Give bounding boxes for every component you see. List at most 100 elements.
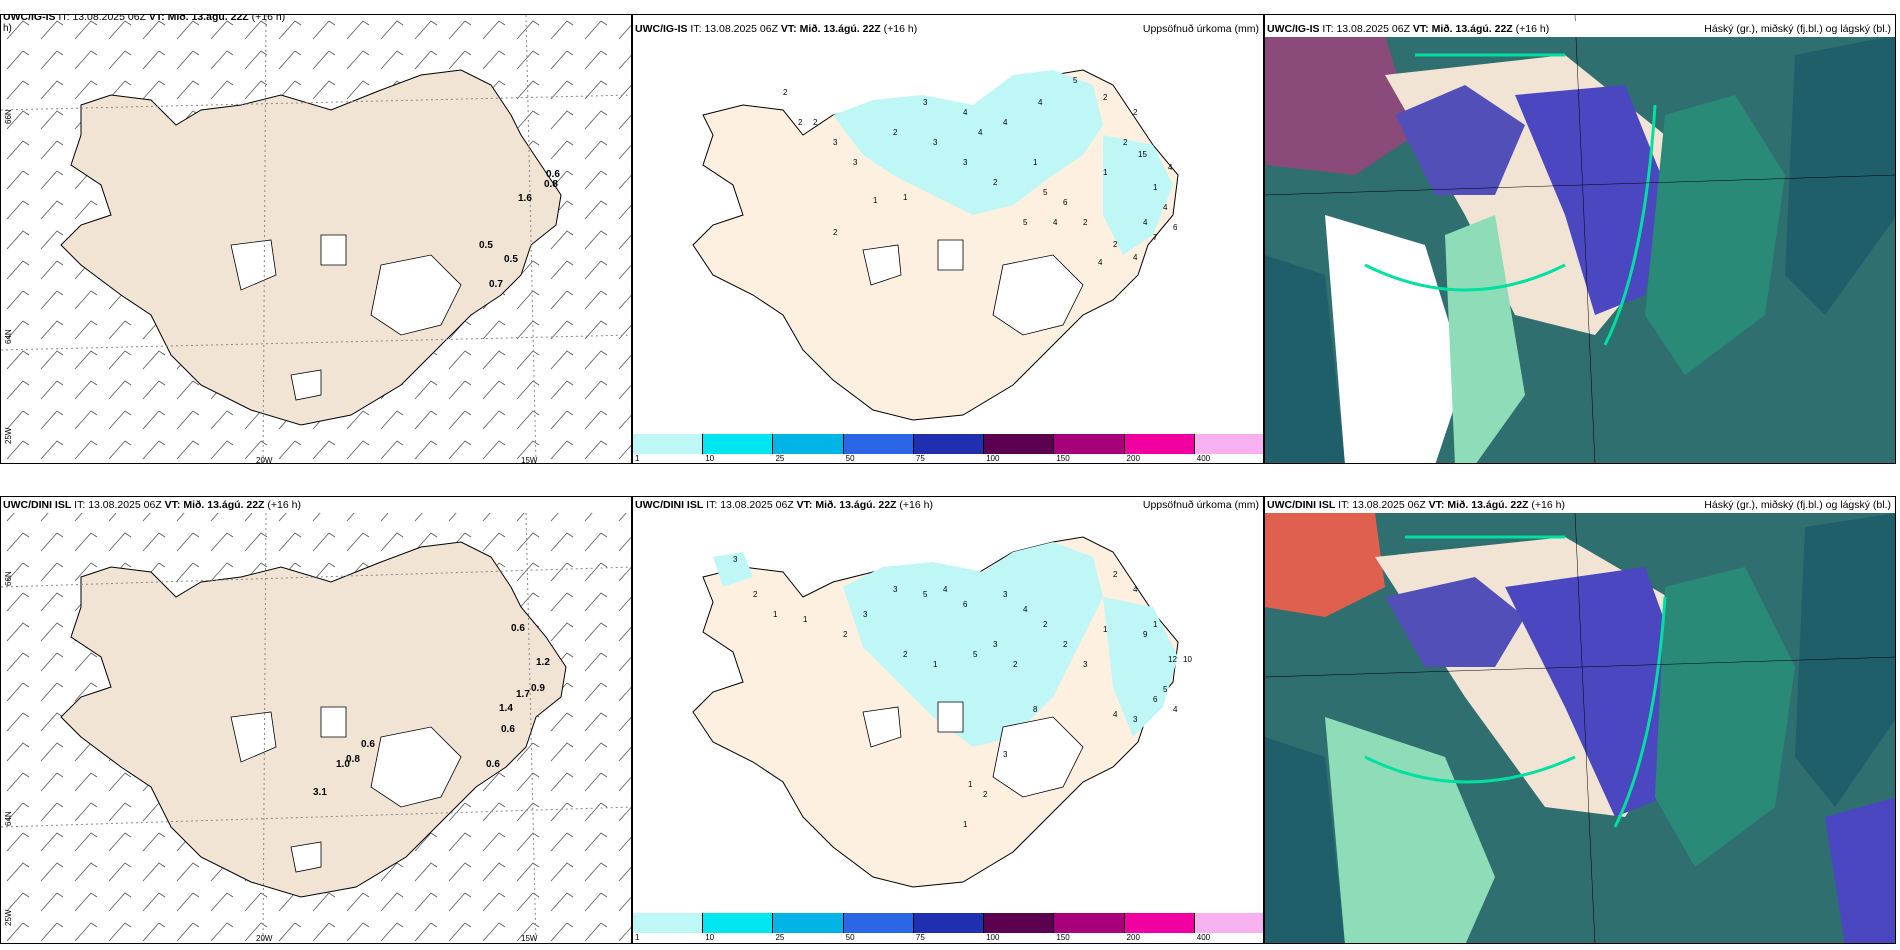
colorbar-segment <box>913 913 985 933</box>
precip-number: 3 <box>733 555 738 564</box>
precip-number: 2 <box>783 88 788 97</box>
precip-number: 4 <box>1023 605 1028 614</box>
panel-header: UWC/IG-IS IT: 13.08.2025 06Z VT: Mið. 13… <box>635 23 1259 35</box>
colorbar-tick: 400 <box>1196 454 1211 463</box>
precip-number: 3 <box>1003 590 1008 599</box>
glacier <box>290 369 322 401</box>
lon-label: 15W <box>521 934 538 943</box>
wind-map: 66N 64N 25W 20W 15W 0.6 1.2 1.7 0.9 1.4 … <box>1 512 631 943</box>
precip-number: 2 <box>1113 570 1118 579</box>
precip-number: 4 <box>1038 98 1043 107</box>
glacier <box>992 254 1084 336</box>
precip-number: 2 <box>983 790 988 799</box>
precip-number: 2 <box>833 228 838 237</box>
precip-number: 3 <box>833 138 838 147</box>
wind-value: 0.6 <box>511 623 525 634</box>
precip-number: 4 <box>1133 253 1138 262</box>
colorbar-tick: 200 <box>1126 933 1140 942</box>
colorbar-tick: 150 <box>1056 933 1070 942</box>
precip-number: 2 <box>893 128 898 137</box>
wind-value: 0.6 <box>361 739 375 750</box>
precip-number: 3 <box>933 138 938 147</box>
lat-label: 66N <box>4 571 13 586</box>
colorbar-tick: 10 <box>705 454 715 463</box>
precip-number: 1 <box>1033 158 1038 167</box>
precip-numbers: 5 2 3 4 4 4 2 3 3 2 1 4 3 3 2 5 1 5 6 4 … <box>783 76 1178 267</box>
colorbar-segment <box>773 913 844 933</box>
precip-number: 6 <box>963 600 968 609</box>
wind-value: 1.6 <box>518 193 532 204</box>
precip-number: 6 <box>1063 198 1068 207</box>
wind-value: 0.7 <box>489 279 503 290</box>
wind-value: 3.1 <box>313 787 327 798</box>
colorbar-tick: 50 <box>845 933 855 942</box>
precip-number: 1 <box>773 610 778 619</box>
colorbar-segment <box>1124 434 1195 454</box>
precip-number: 15 <box>1138 150 1147 159</box>
precip-area <box>833 70 1103 215</box>
glacier <box>320 234 347 266</box>
precip-number: 1 <box>903 193 908 202</box>
glacier <box>370 254 462 336</box>
colorbar-segment <box>984 913 1055 933</box>
precip-number: 9 <box>1143 630 1148 639</box>
precip-number: 6 <box>1153 695 1158 704</box>
colorbar-segment <box>703 434 774 454</box>
precip-number: 1 <box>963 820 968 829</box>
precip-number: 3 <box>1003 750 1008 759</box>
colorbar-segment <box>1124 913 1195 933</box>
wind-value: 1.0 <box>336 759 350 770</box>
wind-values: 0.6 0.8 1.6 0.5 0.5 0.7 <box>479 169 560 290</box>
iceland-land <box>60 541 567 898</box>
precip-number: 2 <box>903 650 908 659</box>
precip-number: 2 <box>798 118 803 127</box>
colorbar-segment <box>913 434 985 454</box>
precip-number: 3 <box>923 98 928 107</box>
precip-number: 10 <box>1183 655 1192 664</box>
precip-number: 1 <box>803 615 808 624</box>
lon-label: 25W <box>4 909 13 926</box>
glacier <box>230 239 277 291</box>
precip-number: 1 <box>873 196 878 205</box>
colorbar-segment <box>1054 913 1125 933</box>
precip-number: 2 <box>993 178 998 187</box>
precip-numbers: 3 2 1 1 2 3 3 5 4 6 3 4 2 2 1 5 3 2 2 3 … <box>733 555 1192 829</box>
precip-colorbar: 1 10 25 50 75 100 150 200 400 <box>633 434 1263 463</box>
precip-number: 1 <box>933 660 938 669</box>
precip-number: 4 <box>1133 585 1138 594</box>
glacier <box>937 701 964 733</box>
glacier <box>937 239 964 271</box>
wind-value: 0.9 <box>531 683 545 694</box>
precip-number: 2 <box>813 118 818 127</box>
wind-values: 0.6 1.2 1.7 0.9 1.4 0.6 0.6 0.6 0.8 1.0 … <box>313 623 550 798</box>
panel-header: UWC/DINI ISL IT: 13.08.2025 06Z VT: Mið.… <box>1265 497 1895 513</box>
lat-label: 64N <box>4 329 13 344</box>
wind-value: 1.4 <box>499 703 513 714</box>
colorbar-tick: 200 <box>1126 454 1140 463</box>
precip-number: 3 <box>893 585 898 594</box>
colorbar-segment <box>1054 434 1125 454</box>
iceland-land <box>60 69 562 426</box>
precip-number: 4 <box>1173 705 1178 714</box>
colorbar-tick: 10 <box>705 933 715 942</box>
colorbar-tick: 25 <box>775 454 785 463</box>
colorbar-segment <box>984 434 1055 454</box>
colorbar-tick: 75 <box>915 454 925 463</box>
precip-number: 2 <box>1103 93 1108 102</box>
precip-number: 5 <box>1073 76 1078 85</box>
panel-precip-dini: UWC/DINI ISL IT: 13.08.2025 06Z VT: Mið.… <box>632 496 1264 944</box>
wind-value: 0.8 <box>346 754 360 765</box>
colorbar-segment <box>843 913 914 933</box>
colorbar-segment <box>703 913 774 933</box>
lon-label: 20W <box>256 934 273 943</box>
precip-number: 2 <box>1133 108 1138 117</box>
colorbar-tick: 1 <box>635 933 640 942</box>
precip-number: 4 <box>978 128 983 137</box>
colorbar-tick: 100 <box>986 933 1000 942</box>
precip-number: 1 <box>1153 620 1158 629</box>
cloud-map <box>1265 512 1895 943</box>
precip-map: 5 2 3 4 4 4 2 3 3 2 1 4 3 3 2 5 1 5 6 4 … <box>692 69 1179 421</box>
colorbar-tick: 25 <box>775 933 785 942</box>
precip-number: 7 <box>1153 233 1158 242</box>
panel-header: UWC/IG-IS IT: 13.08.2025 06Z VT: Mið. 13… <box>3 14 286 23</box>
